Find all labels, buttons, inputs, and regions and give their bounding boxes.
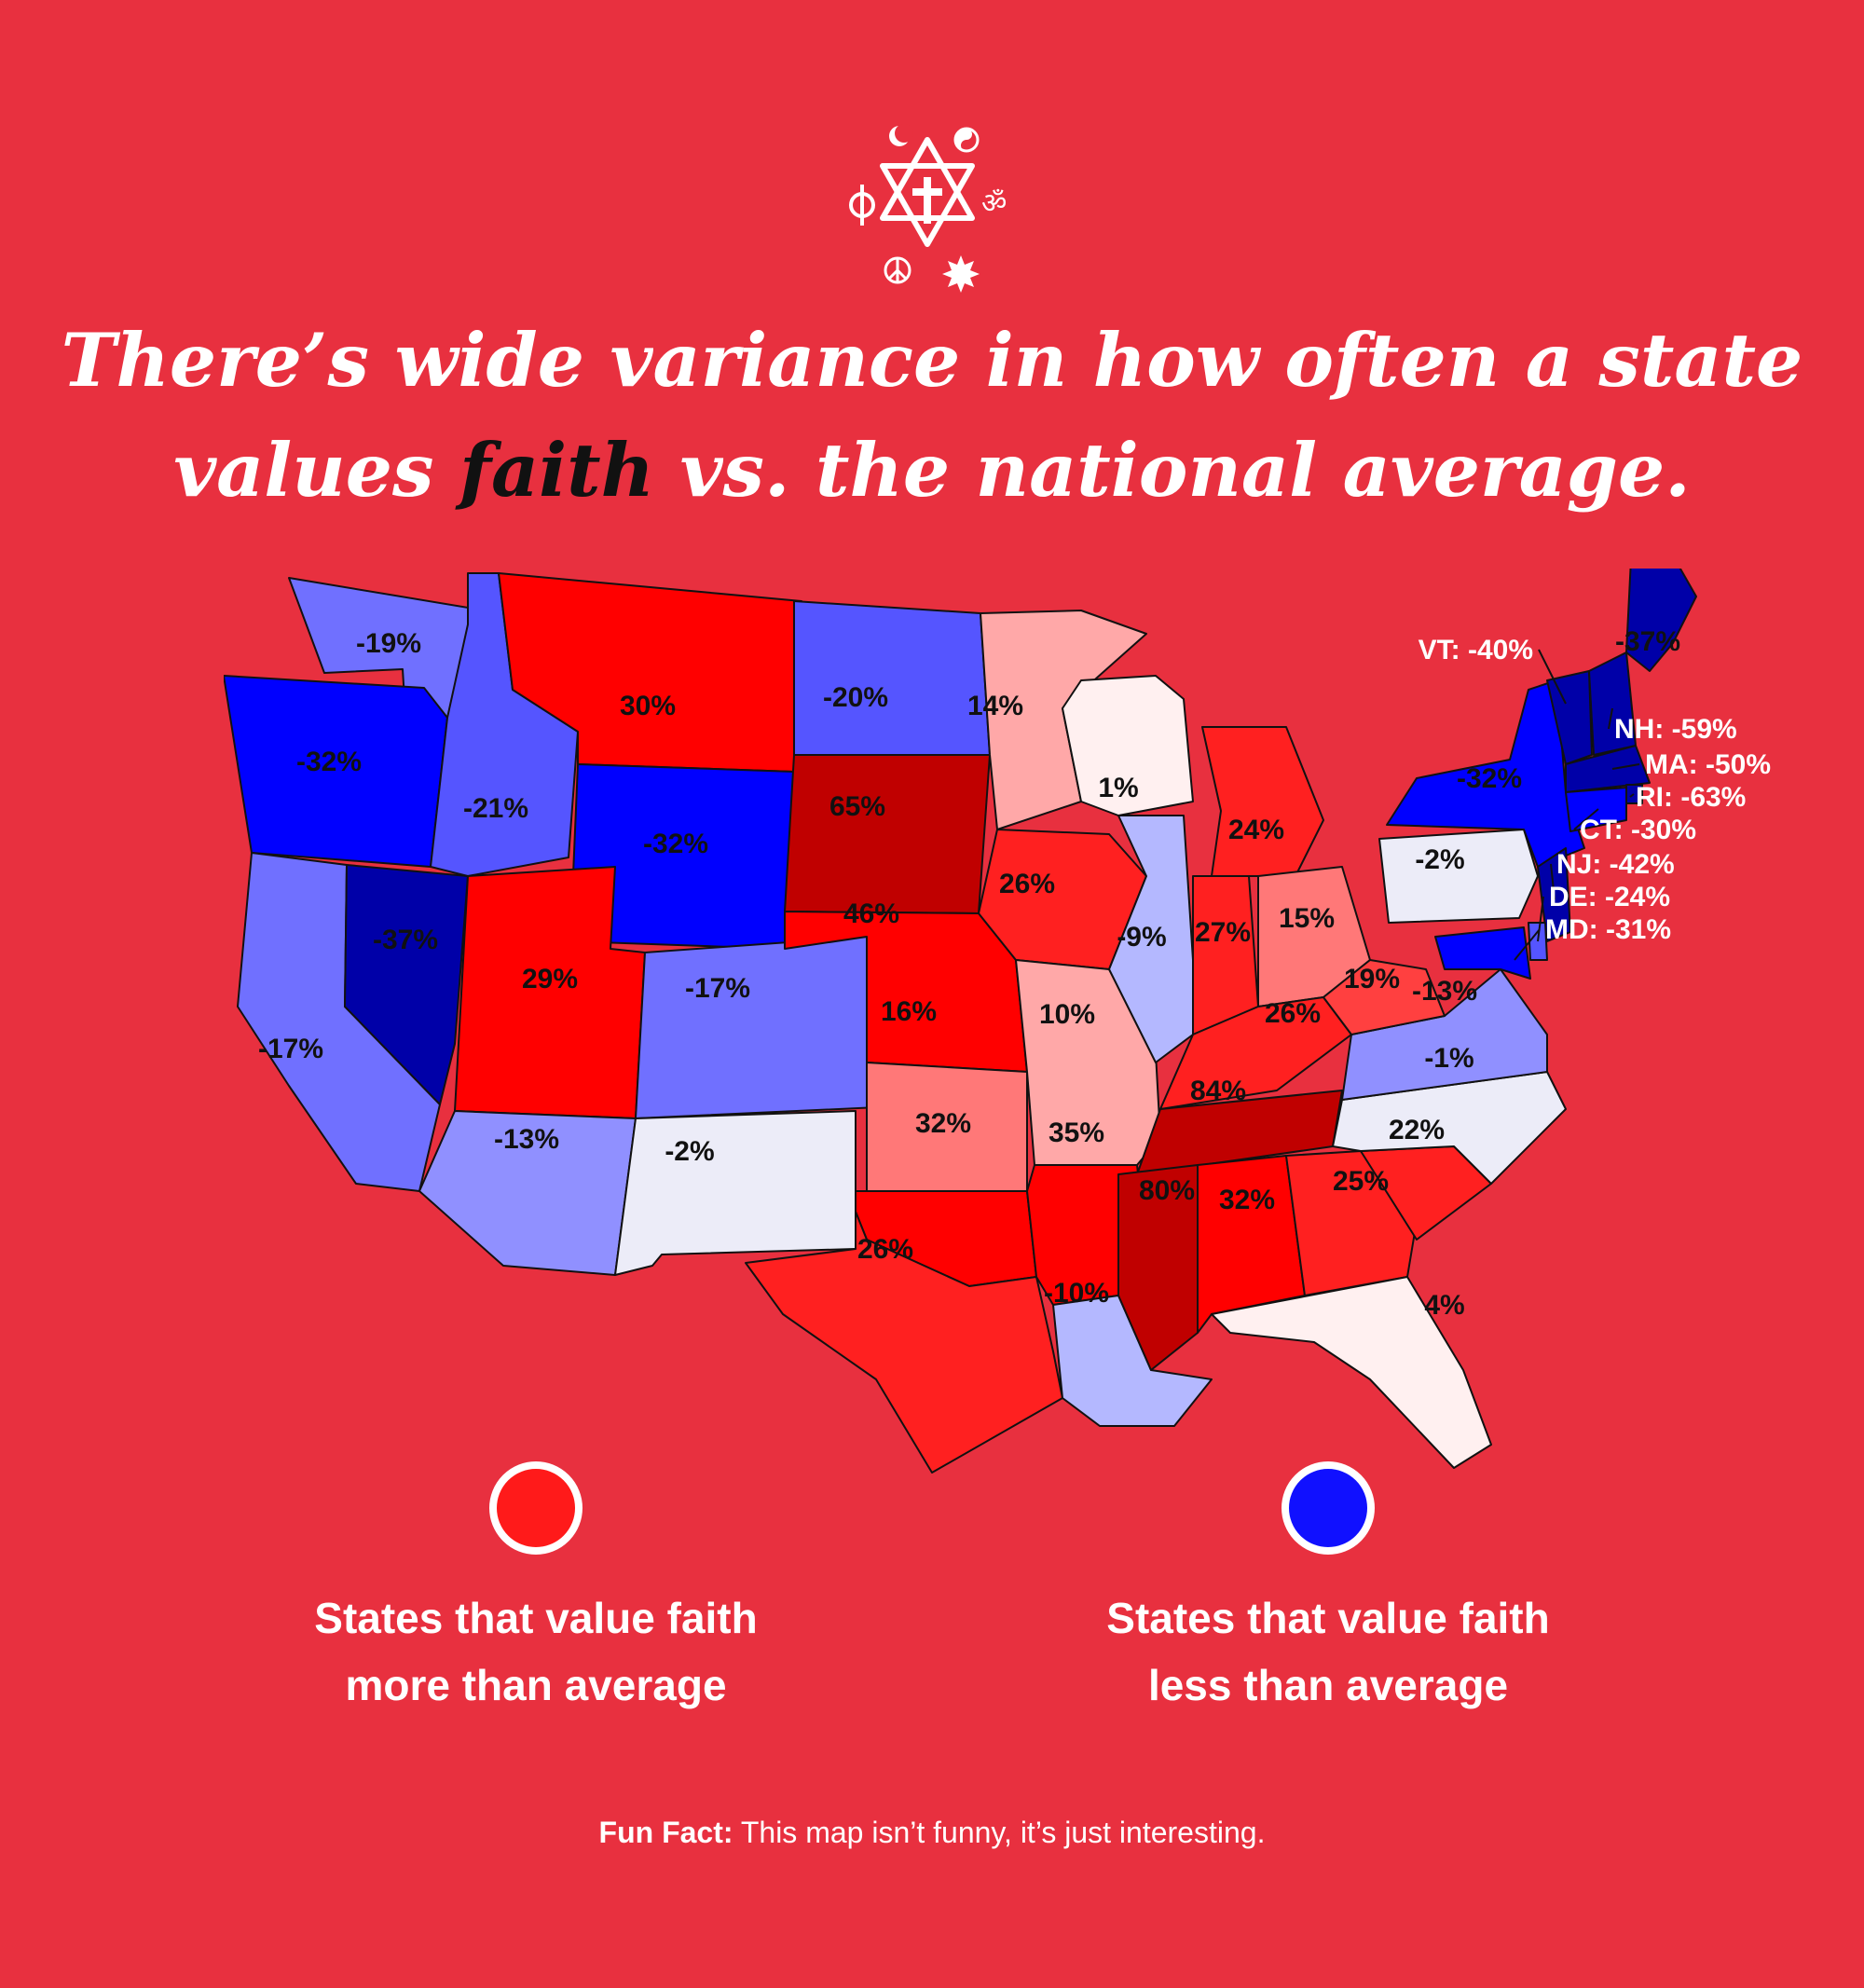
legend-more-line-1: States that value faith [314, 1594, 758, 1642]
state-label-ok: 32% [915, 1108, 971, 1139]
state-label-tn: 84% [1190, 1076, 1246, 1106]
state-label-la: -10% [1044, 1278, 1109, 1309]
state-nd [793, 600, 991, 756]
state-label-mo: 10% [1039, 999, 1095, 1030]
connector-ct [1573, 808, 1599, 830]
state-label-ms: 80% [1139, 1175, 1195, 1206]
state-label-ca: -17% [258, 1034, 323, 1064]
state-md [1434, 926, 1531, 980]
state-label-sc: 22% [1389, 1115, 1445, 1145]
state-label-nh: NH: -59% [1614, 714, 1737, 745]
state-label-de: DE: -24% [1549, 882, 1670, 912]
state-label-mn: 14% [967, 691, 1023, 721]
state-label-ia: 26% [999, 869, 1055, 899]
state-wi [1062, 675, 1194, 816]
state-ms [1117, 1164, 1199, 1371]
state-label-fl: 4% [1424, 1290, 1464, 1321]
state-ct [1565, 787, 1627, 832]
state-label-al: 32% [1219, 1185, 1275, 1215]
state-fl [1211, 1276, 1492, 1469]
legend-blue-dot [1282, 1461, 1375, 1555]
legend-less-line-1: States that value faith [1106, 1594, 1550, 1642]
state-label-ny: -32% [1457, 763, 1522, 794]
state-az [418, 1110, 637, 1276]
us-choropleth-map: -19% -32% -17% -37% -21% 30% -32% 29% -13% -17% -2… [224, 569, 1771, 1474]
legend-less-line-2: less than average [1147, 1661, 1509, 1709]
state-tx [745, 1211, 1063, 1474]
state-co [635, 936, 879, 1119]
state-label-or: -32% [296, 747, 362, 777]
state-label-ma: MA: -50% [1645, 749, 1771, 780]
state-label-tx: 26% [857, 1234, 913, 1265]
state-label-nv: -37% [373, 925, 438, 955]
fun-fact-label: Fun Fact: [598, 1816, 733, 1849]
state-label-ne: 46% [843, 898, 899, 929]
connector-ri [1629, 793, 1635, 798]
state-wv [1323, 959, 1446, 1035]
state-label-nd: -20% [823, 682, 888, 713]
state-label-in: 27% [1195, 917, 1251, 948]
state-label-mt: 30% [620, 691, 676, 721]
state-label-az: -13% [494, 1124, 559, 1155]
state-label-oh: 15% [1279, 903, 1335, 934]
legend-less-than-average: States that value faith less than averag… [993, 1461, 1664, 1719]
connector-ma [1611, 763, 1640, 770]
legend-more-line-2: more than average [345, 1661, 727, 1709]
state-label-ky: 26% [1265, 998, 1321, 1029]
state-label-ri: RI: -63% [1636, 782, 1746, 813]
state-label-ct: CT: -30% [1580, 815, 1696, 845]
state-label-mi: 24% [1228, 815, 1284, 845]
legend-red-dot [489, 1461, 582, 1555]
state-label-vt: VT: -40% [1419, 635, 1533, 665]
state-label-md: MD: -31% [1545, 914, 1671, 945]
state-vt [1546, 670, 1593, 765]
state-label-nj: NJ: -42% [1556, 849, 1675, 880]
state-label-nm: -2% [665, 1136, 714, 1167]
state-label-sd: 65% [829, 791, 885, 822]
state-label-ga: 25% [1333, 1166, 1389, 1197]
state-label-ut: 29% [522, 964, 578, 994]
title-line-2-start: values [173, 427, 459, 514]
fun-fact: Fun Fact: This map isn’t funny, it’s jus… [0, 1816, 1864, 1850]
state-mi [1201, 726, 1324, 877]
state-label-wi: 1% [1098, 773, 1138, 803]
fun-fact-text: This map isn’t funny, it’s just interest… [733, 1816, 1266, 1849]
interfaith-symbols-icon: ॐ [849, 124, 1007, 293]
state-nm [614, 1110, 857, 1276]
state-label-id: -21% [463, 793, 528, 824]
connector-md [1514, 928, 1541, 961]
page-title: There’s wide variance in how often a sta… [0, 306, 1864, 526]
connector-nj [1550, 863, 1556, 900]
connector-de [1537, 896, 1544, 942]
state-label-wy: -32% [643, 829, 708, 859]
state-label-ar: 35% [1048, 1117, 1104, 1148]
legend-more-than-average: States that value faith more than averag… [200, 1461, 871, 1719]
state-label-co: -17% [685, 973, 750, 1004]
state-label-ks: 16% [881, 996, 937, 1027]
title-line-1: There’s wide variance in how often a sta… [61, 317, 1803, 404]
state-ma [1565, 745, 1651, 793]
state-label-wv: 19% [1344, 964, 1400, 994]
title-highlight-faith: faith [459, 427, 655, 514]
state-label-pa: -2% [1415, 844, 1464, 875]
state-label-wa: -19% [356, 628, 421, 659]
state-nv [344, 864, 469, 1105]
state-label-va: -13% [1412, 976, 1477, 1007]
state-label-nc: -1% [1424, 1043, 1473, 1074]
state-sd [784, 754, 991, 914]
state-pa [1378, 829, 1539, 924]
state-il [1108, 815, 1194, 1063]
connector-vt [1538, 649, 1567, 705]
connector-nh [1608, 707, 1613, 730]
state-label-il: -9% [1117, 922, 1166, 953]
svg-text:ॐ: ॐ [981, 187, 1007, 220]
title-line-2-end: vs. the national average. [654, 427, 1691, 514]
state-label-me: -37% [1615, 626, 1680, 657]
